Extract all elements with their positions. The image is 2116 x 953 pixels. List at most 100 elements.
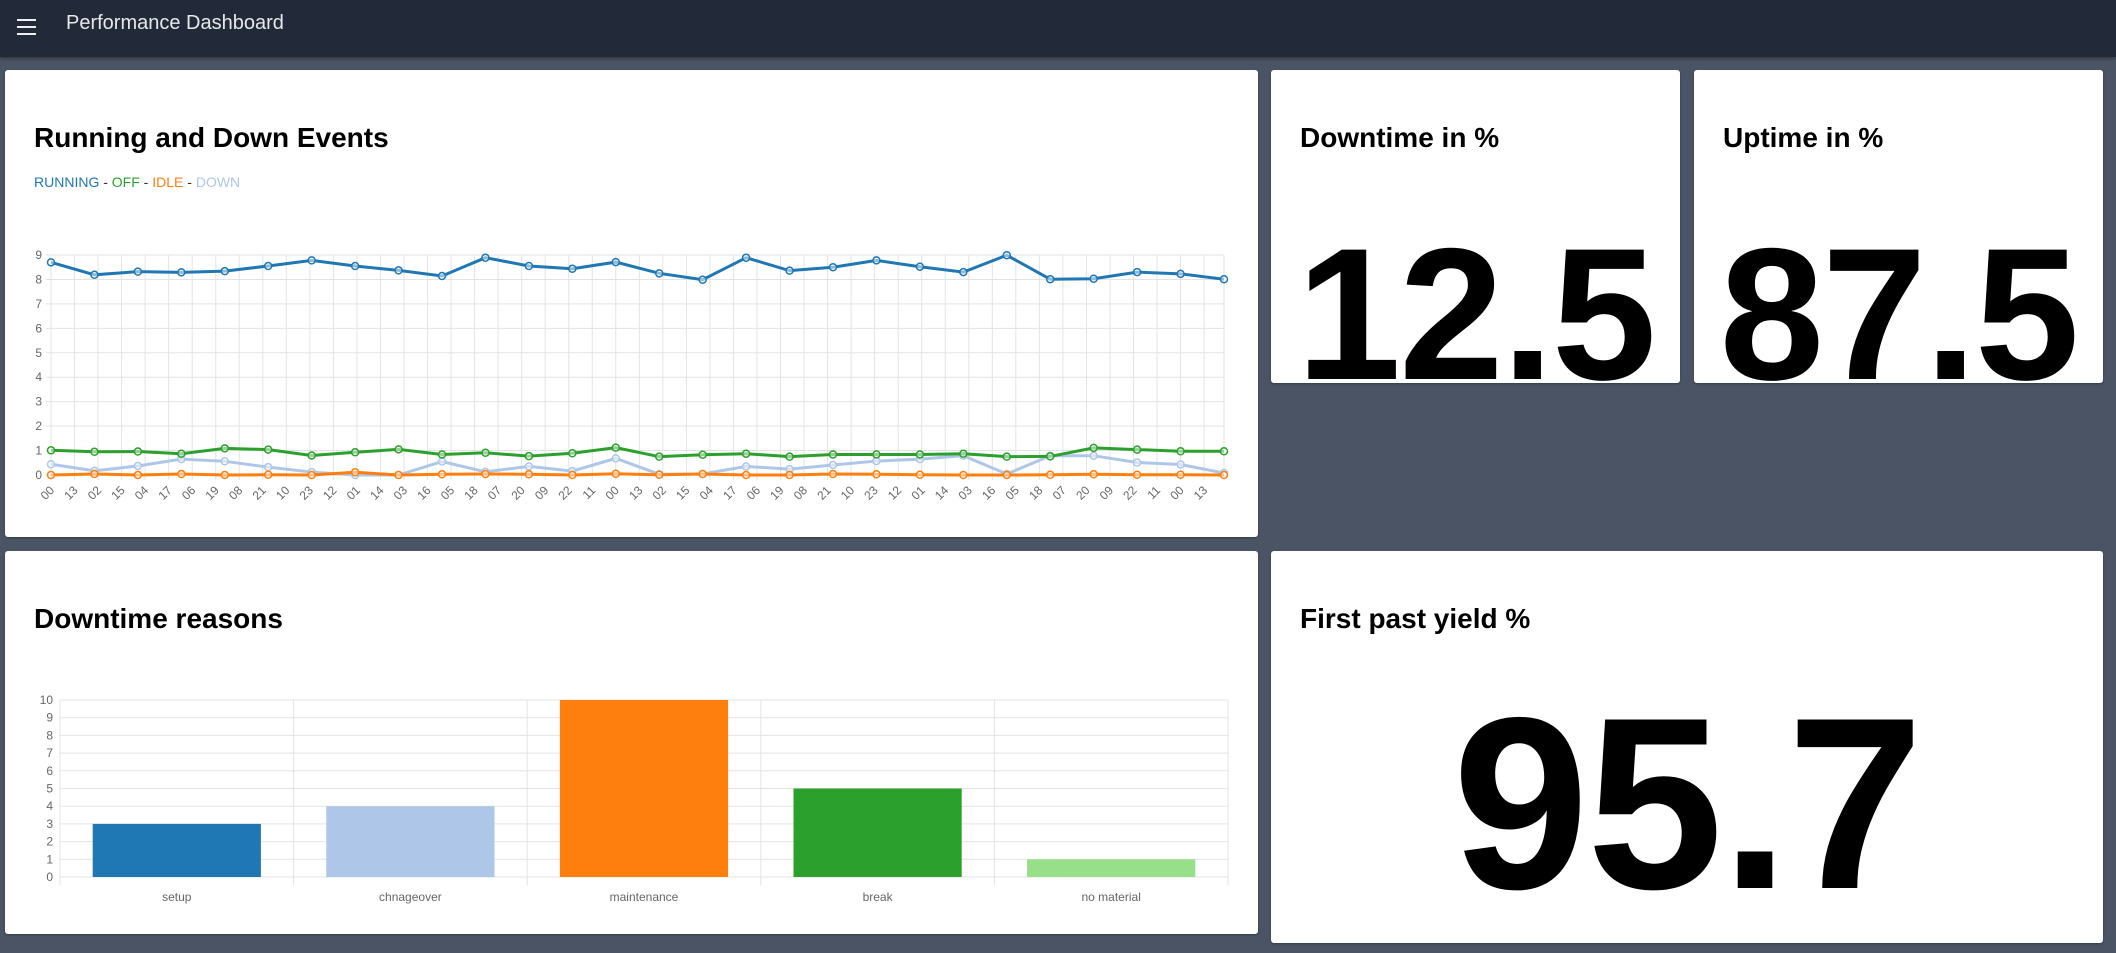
x-tick-label: 15 [673,483,693,503]
y-tick-label: 4 [35,370,42,384]
x-tick-label: 11 [580,483,599,502]
data-point-off [46,446,56,455]
x-tick-label: 07 [485,483,505,503]
y-tick-label: 0 [46,870,53,884]
data-point-off [263,445,273,454]
data-point-running [959,267,968,277]
legend-separator: - [99,174,112,190]
data-point-idle [698,469,707,479]
x-tick-label: 21 [814,483,834,503]
series-line-down [50,454,1225,477]
y-tick-label: 2 [46,835,53,849]
y-tick-label: 6 [35,321,42,335]
y-tick-label: 7 [46,746,53,760]
data-point-running [698,275,707,284]
data-point-off [133,447,143,456]
y-tick-label: 10 [40,693,54,707]
x-tick-label: 13 [1191,483,1211,503]
card-title: Running and Down Events [34,122,389,153]
data-point-down [133,461,143,471]
x-category-label: break [863,890,894,904]
data-point-down [220,457,230,466]
data-point-off [959,449,968,458]
x-tick-label: 23 [297,483,317,503]
data-point-idle [568,470,577,480]
bar-setup [92,823,261,877]
app-title: Performance Dashboard [66,12,284,34]
data-point-idle [133,470,143,480]
x-tick-label: 05 [1003,483,1023,503]
data-point-off [220,444,230,453]
x-category-label: no material [1082,890,1141,904]
y-tick-label: 3 [46,817,53,831]
data-point-running [1132,267,1142,277]
chart-legend: RUNNING - OFF - IDLE - DOWN [34,174,240,190]
data-point-running [741,253,751,262]
data-point-off [177,449,186,458]
data-point-running [1045,274,1055,284]
y-tick-label: 5 [46,782,53,796]
x-tick-label: 00 [1167,483,1187,503]
data-point-running [872,256,881,265]
data-point-running [568,264,577,273]
x-tick-label: 17 [720,483,740,503]
data-point-idle [524,470,534,479]
data-point-idle [741,470,751,480]
x-tick-label: 06 [179,483,199,503]
data-point-off [741,449,751,458]
data-point-idle [785,470,794,480]
data-point-off [437,450,447,459]
data-point-off [1089,443,1098,453]
hamburger-menu-icon[interactable] [17,19,36,35]
x-tick-label: 15 [108,483,128,503]
data-point-idle [220,470,230,480]
data-point-off [611,443,621,452]
data-point-running [915,262,925,271]
y-tick-label: 8 [35,272,42,286]
legend-down: DOWN [195,174,241,190]
x-category-label: chnageover [379,890,442,904]
downtime-card: Downtime in % 12.5 [1271,70,1680,408]
data-point-idle [481,469,490,479]
x-tick-label: 22 [1120,483,1140,503]
data-point-running [307,256,316,265]
data-point-idle [1219,470,1229,480]
bar-chnageover [326,806,495,877]
data-point-running [46,258,56,267]
data-point-idle [828,469,838,479]
card-title: First past yield % [1300,603,1531,634]
data-point-off [828,450,838,459]
data-point-running [133,267,143,276]
x-tick-label: 13 [61,483,81,503]
y-tick-label: 1 [46,852,53,866]
data-point-idle [915,470,925,480]
x-tick-label: 14 [932,483,952,503]
x-tick-label: 00 [38,483,58,503]
x-tick-label: 08 [226,483,246,503]
data-point-running [785,266,794,275]
x-category-label: setup [162,890,192,904]
data-point-off [1002,452,1012,461]
x-tick-label: 20 [1073,483,1093,503]
data-point-idle [307,470,316,480]
data-point-idle [1132,470,1142,480]
x-tick-label: 19 [203,483,223,503]
running-down-events-card: Running and Down Events RUNNING - OFF - … [5,70,1258,537]
downtime-value: 12.5 [1296,209,1657,419]
data-point-down [437,457,447,466]
data-point-off [654,452,664,461]
legend-separator: - [139,174,153,190]
data-point-idle [1089,470,1098,479]
data-point-running [177,268,186,277]
data-point-idle [263,470,273,480]
data-point-idle [611,469,621,479]
y-tick-label: 9 [35,248,42,262]
data-point-down [263,462,273,472]
data-point-down [611,454,621,463]
y-tick-label: 0 [35,468,42,482]
bar-maintenance [559,700,729,877]
x-tick-label: 06 [744,483,764,503]
data-point-down [1176,460,1185,469]
data-point-down [46,459,56,469]
data-point-running [350,261,360,271]
